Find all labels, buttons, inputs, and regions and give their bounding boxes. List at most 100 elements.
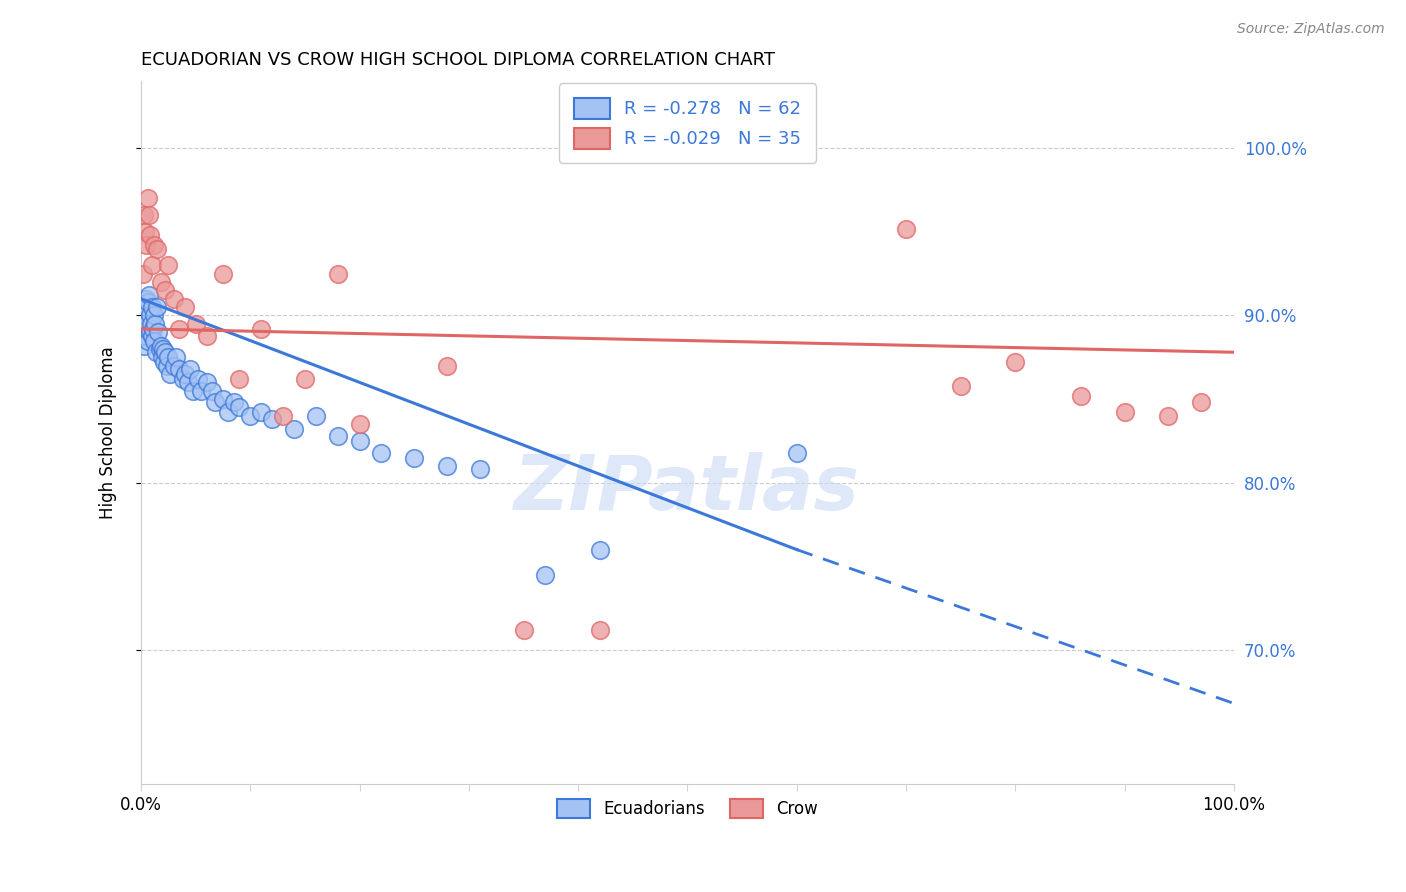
Point	[146, 242, 169, 256]
Point	[163, 359, 186, 373]
Point	[135, 317, 157, 331]
Point	[172, 372, 194, 386]
Point	[250, 405, 273, 419]
Point	[949, 378, 972, 392]
Point	[143, 238, 166, 252]
Point	[157, 258, 180, 272]
Point	[179, 362, 201, 376]
Point	[167, 322, 190, 336]
Point	[195, 376, 218, 390]
Point	[786, 445, 808, 459]
Point	[1070, 389, 1092, 403]
Point	[167, 362, 190, 376]
Legend: Ecuadorians, Crow: Ecuadorians, Crow	[550, 792, 825, 824]
Point	[135, 292, 157, 306]
Point	[217, 405, 239, 419]
Point	[134, 328, 156, 343]
Point	[153, 355, 176, 369]
Point	[177, 376, 200, 390]
Point	[157, 351, 180, 365]
Y-axis label: High School Diploma: High School Diploma	[100, 346, 117, 519]
Point	[468, 462, 491, 476]
Point	[326, 267, 349, 281]
Point	[149, 338, 172, 352]
Point	[183, 384, 205, 398]
Point	[349, 434, 371, 448]
Point	[146, 300, 169, 314]
Point	[135, 238, 157, 252]
Point	[436, 458, 458, 473]
Point	[305, 409, 328, 423]
Point	[156, 359, 179, 373]
Point	[1189, 395, 1212, 409]
Point	[228, 372, 250, 386]
Text: ZIPatlas: ZIPatlas	[515, 451, 860, 525]
Point	[262, 412, 284, 426]
Point	[143, 334, 166, 348]
Point	[589, 623, 612, 637]
Point	[141, 300, 163, 314]
Point	[201, 384, 224, 398]
Point	[163, 292, 186, 306]
Point	[152, 342, 174, 356]
Point	[173, 300, 195, 314]
Point	[136, 334, 159, 348]
Point	[195, 328, 218, 343]
Text: Source: ZipAtlas.com: Source: ZipAtlas.com	[1237, 22, 1385, 37]
Point	[436, 359, 458, 373]
Point	[134, 309, 156, 323]
Point	[404, 450, 426, 465]
Point	[149, 275, 172, 289]
Point	[271, 409, 294, 423]
Point	[1004, 355, 1026, 369]
Point	[138, 309, 160, 323]
Point	[326, 429, 349, 443]
Point	[134, 317, 156, 331]
Point	[165, 351, 187, 365]
Point	[159, 367, 181, 381]
Point	[138, 325, 160, 339]
Point	[143, 309, 166, 323]
Point	[150, 351, 173, 365]
Point	[212, 392, 235, 406]
Point	[153, 284, 176, 298]
Point	[134, 338, 156, 352]
Point	[370, 445, 392, 459]
Point	[153, 345, 176, 359]
Point	[190, 384, 212, 398]
Point	[534, 567, 557, 582]
Point	[1157, 409, 1180, 423]
Point	[139, 317, 162, 331]
Point	[212, 267, 235, 281]
Point	[138, 208, 160, 222]
Point	[132, 267, 155, 281]
Point	[138, 228, 160, 243]
Point	[173, 367, 195, 381]
Point	[142, 322, 165, 336]
Text: ECUADORIAN VS CROW HIGH SCHOOL DIPLOMA CORRELATION CHART: ECUADORIAN VS CROW HIGH SCHOOL DIPLOMA C…	[141, 51, 775, 69]
Point	[138, 288, 160, 302]
Point	[204, 395, 226, 409]
Point	[228, 401, 250, 415]
Point	[148, 342, 170, 356]
Point	[145, 345, 167, 359]
Point	[250, 322, 273, 336]
Point	[134, 208, 156, 222]
Point	[143, 317, 166, 331]
Point	[141, 328, 163, 343]
Point	[1114, 405, 1136, 419]
Point	[136, 295, 159, 310]
Point	[184, 317, 207, 331]
Point	[239, 409, 262, 423]
Point	[134, 225, 156, 239]
Point	[294, 372, 316, 386]
Point	[283, 422, 305, 436]
Point	[187, 372, 209, 386]
Point	[136, 191, 159, 205]
Point	[141, 258, 163, 272]
Point	[222, 395, 245, 409]
Point	[148, 325, 170, 339]
Point	[349, 417, 371, 432]
Point	[894, 221, 917, 235]
Point	[135, 300, 157, 314]
